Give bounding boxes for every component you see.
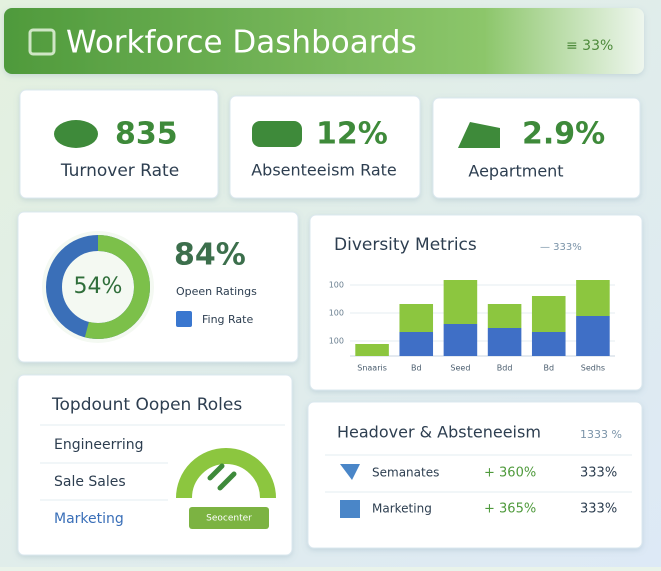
table-cell: 333% <box>580 466 617 481</box>
row-icon <box>340 464 360 480</box>
bar-segment <box>576 316 610 356</box>
bar-segment <box>487 328 522 356</box>
bar-segment <box>531 332 566 356</box>
donut-arc <box>46 235 150 339</box>
header-bar <box>4 8 644 74</box>
gauge <box>176 448 276 499</box>
header-icon <box>28 28 56 56</box>
table-cell: + 360% <box>484 466 536 481</box>
bar-segment <box>531 296 566 332</box>
kpi-icon <box>458 122 500 148</box>
bar-segment <box>443 324 478 356</box>
kpi-value: 835 <box>115 117 178 152</box>
x-tick-label: Seed <box>450 364 470 373</box>
header-badge: ≡ 33% <box>566 38 613 54</box>
y-tick-label: 100 <box>329 281 344 290</box>
row-icon <box>340 500 360 518</box>
table-cell: 333% <box>580 502 617 517</box>
bar-segment <box>443 280 478 324</box>
kpi-icon <box>54 120 98 148</box>
donut-big: 84% <box>174 238 246 273</box>
x-tick-label: Snaaris <box>357 364 387 373</box>
role-item: Engineerring <box>54 437 144 453</box>
kpi-card <box>19 89 219 199</box>
bar-segment <box>576 280 610 316</box>
donut-label: 54% <box>74 274 123 299</box>
kpi-label: Absenteeism Rate <box>251 161 397 180</box>
bar-segment <box>399 304 434 332</box>
diversity-title: Diversity Metrics <box>334 235 477 255</box>
table-cell: Marketing <box>372 502 432 516</box>
x-tick-label: Bd <box>411 364 422 373</box>
table-legend: 1333 % <box>580 428 622 441</box>
donut-line: Fing Rate <box>202 313 253 326</box>
diversity-legend: — 333% <box>540 242 582 253</box>
bar-segment <box>487 304 522 328</box>
x-tick-label: Bd <box>543 364 554 373</box>
role-item: Marketing <box>54 511 124 527</box>
role-item: Sale Sales <box>54 474 126 490</box>
button[interactable] <box>189 507 269 529</box>
table-cell: Semanates <box>372 466 439 480</box>
roles-title: Topdount Oopen Roles <box>51 395 242 415</box>
kpi-value: 12% <box>316 117 388 152</box>
checkbox[interactable] <box>176 311 192 327</box>
gauge-icon <box>207 463 237 491</box>
header-title: Workforce Dashboards <box>66 25 417 61</box>
kpi-value: 2.9% <box>522 117 605 152</box>
x-tick-label: Bdd <box>497 364 513 373</box>
button-label[interactable]: Seocenter <box>206 514 252 524</box>
bar-segment <box>355 344 389 356</box>
kpi-icon <box>252 121 302 147</box>
table-title: Headover & Absteneeism <box>337 423 541 442</box>
x-tick-label: Sedhs <box>581 364 605 373</box>
table-card <box>307 401 643 549</box>
donut-line: Opeen Ratings <box>176 285 257 298</box>
kpi-label: Turnover Rate <box>60 161 179 181</box>
table-cell: + 365% <box>484 502 536 517</box>
kpi-card <box>432 97 641 199</box>
bar-segment <box>399 332 434 356</box>
y-tick-label: 100 <box>329 309 344 318</box>
y-tick-label: 100 <box>329 337 344 346</box>
kpi-label: Aepartment <box>468 162 563 181</box>
